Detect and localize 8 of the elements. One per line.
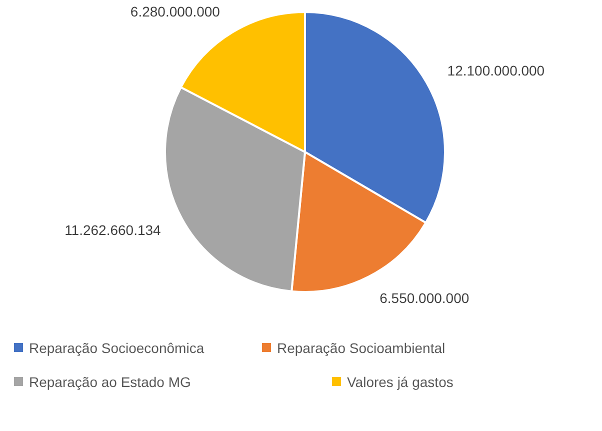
data-label: 12.100.000.000: [447, 62, 545, 78]
legend-label: Reparação Socioambiental: [277, 340, 446, 356]
legend-label: Reparação Socioeconômica: [29, 340, 204, 356]
legend-label: Valores já gastos: [347, 374, 454, 390]
data-label: 6.550.000.000: [380, 290, 470, 306]
legend-label: Reparação ao Estado MG: [29, 374, 191, 390]
data-label: 11.262.660.134: [64, 222, 162, 238]
data-label: 6.280.000.000: [130, 4, 220, 20]
